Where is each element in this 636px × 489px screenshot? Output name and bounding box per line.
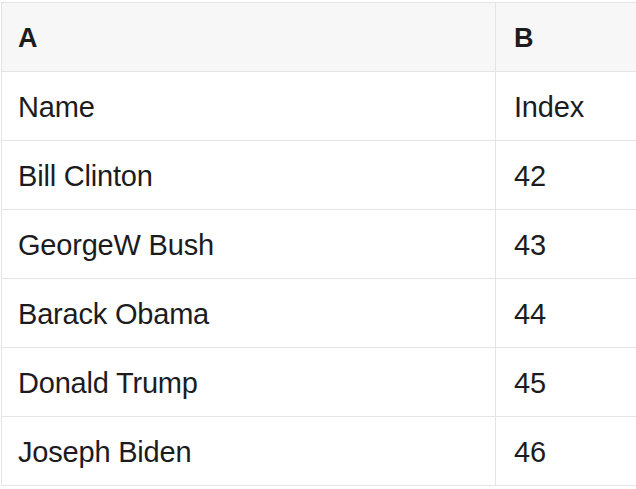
cell-index[interactable]: 45 [496, 348, 636, 417]
table-row: Donald Trump45 [2, 348, 636, 417]
cell-index[interactable]: 43 [496, 210, 636, 279]
table-row: Bill Clinton42 [2, 141, 636, 210]
data-table: A B NameIndexBill Clinton42GeorgeW Bush4… [1, 2, 636, 486]
cell-index[interactable]: 46 [496, 417, 636, 486]
spreadsheet-viewer: A B NameIndexBill Clinton42GeorgeW Bush4… [0, 0, 636, 489]
cell-index[interactable]: 42 [496, 141, 636, 210]
cell-name[interactable]: Barack Obama [2, 279, 496, 348]
table-body: NameIndexBill Clinton42GeorgeW Bush43Bar… [2, 72, 636, 486]
table-row: Barack Obama44 [2, 279, 636, 348]
cell-name[interactable]: GeorgeW Bush [2, 210, 496, 279]
column-header-b[interactable]: B [496, 3, 636, 72]
cell-name[interactable]: Donald Trump [2, 348, 496, 417]
column-header-a[interactable]: A [2, 3, 496, 72]
cell-name[interactable]: Name [2, 72, 496, 141]
column-header-row: A B [2, 3, 636, 72]
cell-name[interactable]: Joseph Biden [2, 417, 496, 486]
table-row: Joseph Biden46 [2, 417, 636, 486]
cell-name[interactable]: Bill Clinton [2, 141, 496, 210]
cell-index[interactable]: Index [496, 72, 636, 141]
table-row: GeorgeW Bush43 [2, 210, 636, 279]
table-row: NameIndex [2, 72, 636, 141]
cell-index[interactable]: 44 [496, 279, 636, 348]
